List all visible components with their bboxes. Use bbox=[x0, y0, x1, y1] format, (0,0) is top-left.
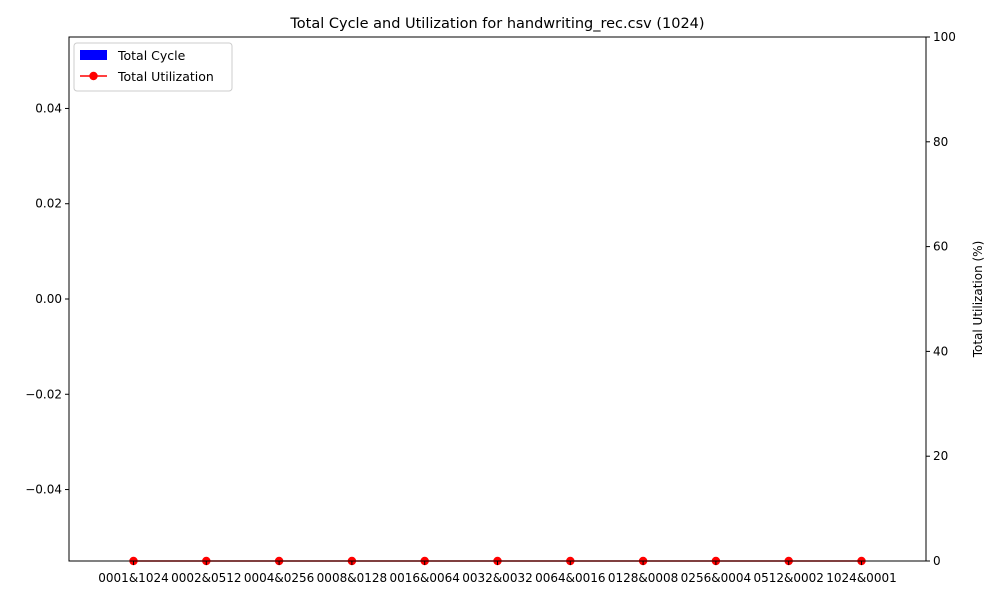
left-axis: −0.04 −0.02 0.00 0.02 0.04 bbox=[25, 101, 69, 497]
x-tick-label: 1024&0001 bbox=[826, 571, 896, 585]
x-tick-label: 0032&0032 bbox=[462, 571, 532, 585]
x-tick-label: 0256&0004 bbox=[681, 571, 751, 585]
right-axis: 0 20 40 60 80 100 bbox=[926, 30, 956, 568]
legend-swatch-total-cycle bbox=[80, 50, 107, 60]
x-tick-label: 0128&0008 bbox=[608, 571, 678, 585]
legend-swatch-total-utilization-marker bbox=[89, 71, 98, 81]
left-tick-label: −0.02 bbox=[25, 387, 62, 401]
x-tick-label: 0064&0016 bbox=[535, 571, 605, 585]
right-tick-label: 20 bbox=[933, 449, 948, 463]
plot-area bbox=[69, 37, 926, 561]
x-tick-label: 0004&0256 bbox=[244, 571, 314, 585]
x-tick-label: 0002&0512 bbox=[171, 571, 241, 585]
left-tick-label: 0.02 bbox=[35, 197, 62, 211]
legend-label-total-utilization: Total Utilization bbox=[117, 69, 214, 84]
legend-box bbox=[73, 42, 233, 92]
legend: Total Cycle Total Utilization bbox=[73, 42, 233, 92]
right-tick-label: 0 bbox=[933, 554, 941, 568]
x-tick-label: 0001&1024 bbox=[98, 571, 168, 585]
right-tick-label: 60 bbox=[933, 240, 948, 254]
x-tick-label: 0512&0002 bbox=[753, 571, 823, 585]
x-tick-label: 0008&0128 bbox=[317, 571, 387, 585]
x-tick-label: 0016&0064 bbox=[389, 571, 459, 585]
right-tick-label: 80 bbox=[933, 135, 948, 149]
left-tick-label: −0.04 bbox=[25, 483, 62, 497]
x-axis: 0001&1024 0002&0512 0004&0256 0008&0128 0016… bbox=[98, 561, 897, 585]
chart-title: Total Cycle and Utilization for handwrit… bbox=[289, 16, 704, 32]
right-axis-label: Total Utilization (%) bbox=[971, 241, 985, 359]
legend-label-total-cycle: Total Cycle bbox=[117, 48, 186, 63]
right-tick-label: 100 bbox=[933, 30, 956, 44]
left-tick-label: 0.04 bbox=[35, 101, 62, 115]
right-tick-label: 40 bbox=[933, 344, 948, 358]
left-tick-label: 0.00 bbox=[35, 292, 62, 306]
